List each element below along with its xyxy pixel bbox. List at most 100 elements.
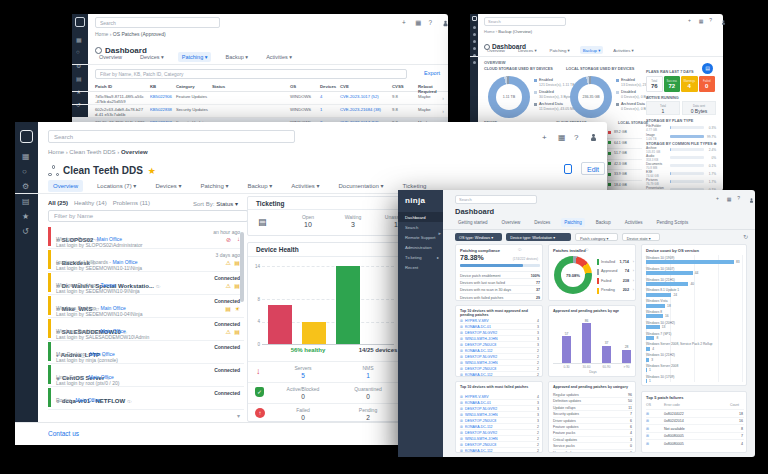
breadcrumb[interactable]: Home › Backup (Overview) <box>484 29 532 34</box>
breadcrumb[interactable]: Home › Clean Teeth DDS › Overview <box>48 149 148 155</box>
apps-grid-icon[interactable]: ▦ <box>699 18 704 24</box>
compliance-row[interactable]: Devices with last scan failed77 <box>460 278 540 285</box>
menu-item-search[interactable]: Search <box>398 222 443 232</box>
add-icon[interactable]: + <box>542 133 547 142</box>
search-icon[interactable]: ○ <box>76 49 80 55</box>
tab-overview[interactable]: Overview <box>499 218 524 227</box>
device-row[interactable]: ●Andrea_LPTPⓘMac Desktop - Main OfficeLa… <box>48 341 244 364</box>
list-row[interactable]: ⊞KONAKA-DC-1122 <box>460 372 540 377</box>
tab-devices[interactable]: Devices <box>531 218 553 227</box>
cell-cve[interactable]: CVE-2023-1017 (52) <box>340 94 379 99</box>
device-row[interactable]: ◉CentOS ServerⓘLinux Server - Main Offic… <box>48 364 244 387</box>
device-link[interactable]: KONAKA-DC-112 <box>465 425 493 429</box>
filter-device-state[interactable]: Device state ▾ <box>622 233 660 241</box>
device-link[interactable]: WIN10-SMTH-JOHN <box>465 337 497 341</box>
apps-icon[interactable]: ▦ <box>22 152 30 161</box>
legend-item[interactable]: Failed238› <box>597 277 634 286</box>
tab-backup[interactable]: Backup ▾ <box>242 179 277 192</box>
device-link[interactable]: DESKTOP-2N0UC8 <box>465 343 496 347</box>
tab-activities[interactable]: Activities ▾ <box>262 52 296 62</box>
add-icon[interactable]: + <box>716 196 719 201</box>
legend-item[interactable]: Approved74› <box>597 268 634 277</box>
add-icon[interactable]: + <box>402 19 406 26</box>
row-chevron-icon[interactable]: › <box>442 95 444 101</box>
menu-item-ticketing[interactable]: Ticketing▸ <box>398 252 443 262</box>
filter-all[interactable]: All (25) <box>48 200 68 206</box>
search-input[interactable] <box>455 195 537 204</box>
filter-device-type-workstation[interactable]: Device type: Workstation ▾ <box>506 233 571 241</box>
apps-grid-icon[interactable]: ▦ <box>415 19 421 27</box>
device-link[interactable]: DESKTOP-2N0UC8 <box>465 419 496 423</box>
device-row[interactable]: ⊞Mike_WKSⓘWindows Desktop - Main OfficeL… <box>48 295 244 318</box>
sidebar-icon[interactable] <box>473 47 476 50</box>
help-icon[interactable]: ? <box>709 18 712 23</box>
device-link[interactable]: KONAKA-DC-112 <box>465 449 493 453</box>
user-icon[interactable] <box>590 134 597 141</box>
menu-item-administration[interactable]: Administration <box>398 242 443 252</box>
breadcrumb[interactable]: Home › OS Patches (Approved) <box>95 31 166 37</box>
filter-problems[interactable]: Problems (11) <box>113 200 150 206</box>
device-link[interactable]: DESKTOP-NLGV9I2 <box>465 355 497 359</box>
cell-devices[interactable]: 4 <box>320 94 322 99</box>
device-link[interactable]: KONAKA-DC-01 <box>465 325 491 329</box>
tab-documentation[interactable]: Documentation ▾ <box>334 179 389 192</box>
breadcrumb-org[interactable]: Clean Teeth DDS <box>69 149 115 155</box>
device-link[interactable]: WIN10-SMTH-JOHN <box>465 361 497 365</box>
help-icon[interactable]: ? <box>574 133 578 142</box>
device-row[interactable]: ⊞Dr. Walsh's Special Workstatio...ⓘWindo… <box>48 272 244 295</box>
device-link[interactable]: KONAKA-DC-112 <box>465 349 493 353</box>
breadcrumb-home[interactable]: Home <box>484 29 495 34</box>
tab-backup[interactable]: Backup <box>593 218 614 227</box>
user-icon[interactable] <box>721 20 725 24</box>
table-filter-input[interactable] <box>95 69 407 79</box>
ticket-stat[interactable]: Waiting3 <box>333 214 373 228</box>
search-input[interactable] <box>95 17 220 28</box>
breadcrumb-home[interactable]: Home <box>95 31 108 37</box>
apps-icon[interactable]: ▦ <box>76 36 82 43</box>
filter-healthy[interactable]: Healthy (14) <box>74 200 107 206</box>
list-row[interactable]: ⊞KONAKA-DC-1122 <box>460 448 540 453</box>
tab-locations-[interactable]: Locations (7) ▾ <box>92 179 141 192</box>
device-link[interactable]: HYPER-V-SRV <box>465 319 489 323</box>
device-link[interactable]: KONAKA-DC-112 <box>465 373 493 377</box>
location-link[interactable]: Main Office <box>75 397 100 403</box>
favorite-star-icon[interactable]: ★ <box>148 166 156 176</box>
cell-cve[interactable]: CVE-2023-21684 (38) <box>340 107 381 112</box>
tab-patching[interactable]: Patching ▾ <box>547 46 573 54</box>
tab-devices[interactable]: Devices ▾ <box>515 46 540 54</box>
tab-patching[interactable]: Patching ▾ <box>195 179 233 192</box>
search-input[interactable] <box>48 130 295 143</box>
print-button[interactable]: ▤ <box>702 63 713 74</box>
user-icon[interactable] <box>442 21 448 27</box>
tab-patching[interactable]: Patching <box>561 218 585 227</box>
help-icon[interactable]: ? <box>737 196 740 201</box>
device-link[interactable]: DESKTOP-2N0UC8 <box>465 367 496 371</box>
sort-control[interactable]: Sort By:Status ▾ <box>193 200 238 207</box>
device-link[interactable]: WIN10-SMTH-JOHN <box>465 413 497 417</box>
compliance-row[interactable]: Devices with failed patches29 <box>460 293 540 300</box>
search-input[interactable] <box>484 17 566 26</box>
legend-item[interactable]: Pending202› <box>597 287 634 296</box>
user-icon[interactable] <box>749 198 753 202</box>
tab-activities[interactable]: Activities ▾ <box>610 46 636 54</box>
sidebar-icon[interactable] <box>473 40 476 43</box>
compliance-row[interactable]: Devices with no scan in 30 days37 <box>460 285 540 292</box>
breadcrumb-home[interactable]: Home <box>48 149 64 155</box>
row-chevron-icon[interactable]: › <box>442 108 444 114</box>
device-link[interactable]: KONAKA-DC-01 <box>465 401 491 405</box>
filter-patch-category[interactable]: Patch category ▾ <box>575 233 618 241</box>
sidebar-icon[interactable] <box>473 61 476 64</box>
menu-item-dashboard[interactable]: Dashboard <box>398 212 443 222</box>
help-icon[interactable]: ? <box>428 19 432 26</box>
scrollbar-thumb[interactable] <box>240 232 244 302</box>
stat-item[interactable]: Active/Blocked0 <box>278 386 328 400</box>
table-row[interactable]: 602c2c63-4db9-4a78-b27d-41 e53c7ab6bKB50… <box>72 105 448 118</box>
tab-devices[interactable]: Devices ▾ <box>136 52 168 62</box>
menu-item-recent[interactable]: Recent <box>398 262 443 272</box>
search-icon[interactable]: ○ <box>22 167 27 176</box>
stat-item[interactable]: Servers5 <box>278 365 328 379</box>
export-button[interactable]: Export <box>424 70 440 76</box>
sort-value[interactable]: Status <box>216 201 233 207</box>
document-icon[interactable]: ▤ <box>76 75 82 82</box>
device-row[interactable]: ⊞SALESADDEMOW10ⓘWindows Desktop - Main O… <box>48 318 244 341</box>
